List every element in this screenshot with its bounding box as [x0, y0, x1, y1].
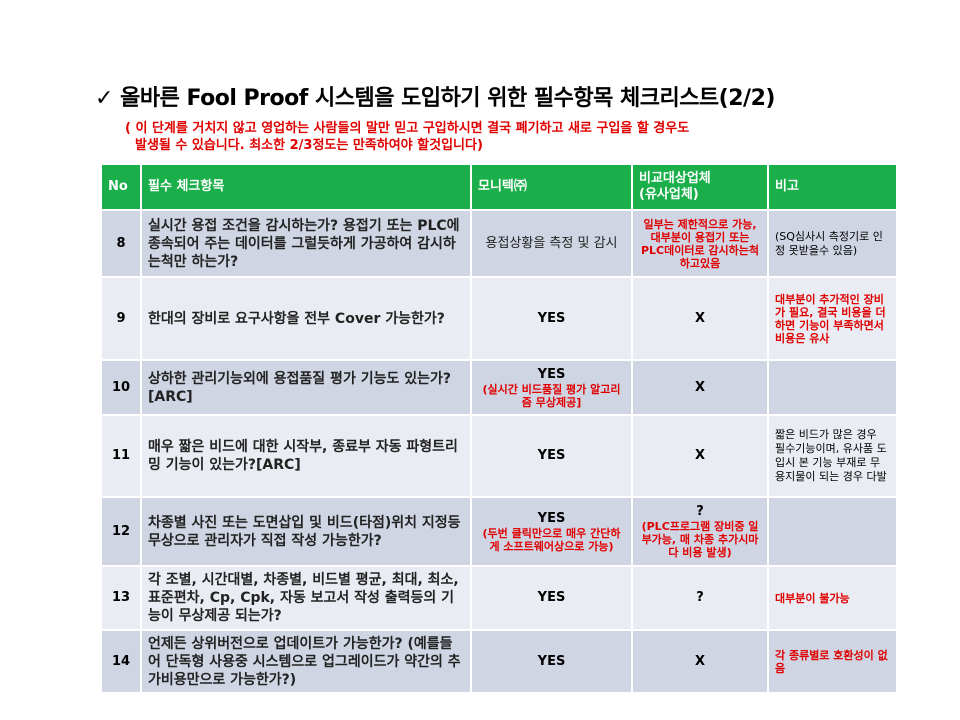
- check-item: 차종별 사진 또는 도면삽입 및 비드(타점)위치 지정등 무상으로 관리자가 …: [140, 496, 472, 567]
- monitech-value: YES (실시간 비드품질 평가 알고리즘 무상제공]: [470, 359, 633, 416]
- monitech-value: YES: [470, 276, 633, 361]
- competitor-note: (PLC프로그램 장비중 일부가능, 매 차종 추가시마다 비용 발생): [641, 520, 759, 559]
- monitech-value: YES: [470, 414, 633, 498]
- table-row: 8 실시간 용접 조건을 감시하는가? 용접기 또는 PLC에 종속되어 주는 데…: [100, 209, 898, 278]
- row-number: 11: [100, 414, 142, 498]
- check-item: 실시간 용접 조건을 감시하는가? 용접기 또는 PLC에 종속되어 주는 데이…: [140, 209, 472, 278]
- table-row: 11 매우 짧은 비드에 대한 시작부, 종료부 자동 파형트리밍 기능이 있는가…: [100, 414, 898, 498]
- checklist-table: No 필수 체크항목 모니텍㈜ 비교대상업체 (유사업체) 비고 8 실시간 용접 조건을…: [100, 163, 898, 694]
- monitech-answer: YES: [537, 448, 566, 463]
- row-number: 14: [100, 629, 142, 694]
- monitech-answer: YES: [537, 653, 566, 669]
- remarks-text: 대부분이 불가능: [775, 591, 850, 605]
- table-row: 9 한대의 장비로 요구사항을 전부 Cover 가능한가? YES X 대부분이 추가…: [100, 276, 898, 361]
- monitech-value: 용접상황을 측정 및 감시: [470, 209, 633, 278]
- monitech-value: YES (두번 클릭만으로 매우 간단하게 소프트웨어상으로 가능): [470, 496, 633, 567]
- header-monitech: 모니텍㈜: [470, 163, 633, 211]
- competitor-answer: X: [694, 448, 706, 463]
- competitor-value: ?: [631, 565, 769, 631]
- check-item: 각 조별, 시간대별, 차종별, 비드별 평균, 최대, 최소, 표준편차, C…: [140, 565, 472, 631]
- competitor-answer: X: [694, 653, 706, 669]
- competitor-value: X: [631, 629, 769, 694]
- monitech-text: 용접상황을 측정 및 감시: [485, 235, 618, 251]
- remarks: [767, 359, 898, 416]
- row-number: 8: [100, 209, 142, 278]
- competitor-answer: ?: [696, 504, 704, 519]
- header-no: No: [100, 163, 142, 211]
- remarks-text: 짧은 비드가 많은 경우 필수기능이며, 유사품 도입시 본 기능 부재로 무용…: [775, 428, 887, 483]
- check-item: 한대의 장비로 요구사항을 전부 Cover 가능한가?: [140, 276, 472, 361]
- competitor-value: X: [631, 414, 769, 498]
- monitech-note: (두번 클릭만으로 매우 간단하게 소프트웨어상으로 가능): [482, 526, 621, 553]
- warning-note: ( 이 단계를 거치지 않고 영업하는 사람들의 말만 믿고 구입하시면 결국 …: [125, 120, 845, 154]
- competitor-answer: X: [694, 379, 706, 395]
- monitech-answer: YES: [537, 590, 566, 605]
- remarks-text: 각 종류별로 호환성이 없음: [775, 648, 888, 675]
- warning-line-1: ( 이 단계를 거치지 않고 영업하는 사람들의 말만 믿고 구입하시면 결국 …: [125, 121, 690, 136]
- remarks-text: 대부분이 추가적인 장비가 필요, 결국 비용을 더하면 기능이 부족하면서 비…: [775, 292, 886, 345]
- competitor-value: 일부는 제한적으로 가능,대부분이 용접기 또는 PLC데이터로 감시하는척 하…: [631, 209, 769, 278]
- row-number: 9: [100, 276, 142, 361]
- competitor-value: ? (PLC프로그램 장비중 일부가능, 매 차종 추가시마다 비용 발생): [631, 496, 769, 567]
- competitor-note: 일부는 제한적으로 가능,대부분이 용접기 또는 PLC데이터로 감시하는척 하…: [640, 217, 760, 270]
- check-item: 언제든 상위버전으로 업데이트가 가능한가? (예를들어 단독형 사용중 시스템…: [140, 629, 472, 694]
- competitor-answer: X: [694, 310, 706, 326]
- check-item: 상하한 관리기능외에 용접품질 평가 기능도 있는가? [ARC]: [140, 359, 472, 416]
- competitor-answer: ?: [696, 590, 704, 605]
- table-row: 13 각 조별, 시간대별, 차종별, 비드별 평균, 최대, 최소, 표준편차,…: [100, 565, 898, 631]
- header-check-item: 필수 체크항목: [140, 163, 472, 211]
- remarks: 짧은 비드가 많은 경우 필수기능이며, 유사품 도입시 본 기능 부재로 무용…: [767, 414, 898, 498]
- header-row: No 필수 체크항목 모니텍㈜ 비교대상업체 (유사업체) 비고: [100, 163, 898, 211]
- table-row: 14 언제든 상위버전으로 업데이트가 가능한가? (예를들어 단독형 사용중 시…: [100, 629, 898, 694]
- monitech-value: YES: [470, 565, 633, 631]
- monitech-note: (실시간 비드품질 평가 알고리즘 무상제공]: [482, 382, 621, 409]
- table-row: 12 차종별 사진 또는 도면삽입 및 비드(타점)위치 지정등 무상으로 관리자…: [100, 496, 898, 567]
- table-row: 10 상하한 관리기능외에 용접품질 평가 기능도 있는가? [ARC] YES (실…: [100, 359, 898, 416]
- remarks: (SQ심사시 측정기로 인정 못받을수 있음): [767, 209, 898, 278]
- monitech-answer: YES: [537, 310, 566, 326]
- row-number: 12: [100, 496, 142, 567]
- competitor-value: X: [631, 359, 769, 416]
- remarks-text: (SQ심사시 측정기로 인정 못받을수 있음): [775, 229, 883, 257]
- monitech-answer: YES: [537, 510, 566, 526]
- row-number: 10: [100, 359, 142, 416]
- row-number: 13: [100, 565, 142, 631]
- remarks: [767, 496, 898, 567]
- header-remarks: 비고: [767, 163, 898, 211]
- slide-title: ✓ 올바른 Fool Proof 시스템을 도입하기 위한 필수항목 체크리스트…: [95, 86, 775, 111]
- warning-line-2: 발생될 수 있습니다. 최소한 2/3정도는 만족하여야 할것입니다): [135, 138, 483, 153]
- check-item: 매우 짧은 비드에 대한 시작부, 종료부 자동 파형트리밍 기능이 있는가?[…: [140, 414, 472, 498]
- monitech-answer: YES: [537, 366, 566, 382]
- header-competitor: 비교대상업체 (유사업체): [631, 163, 769, 211]
- remarks: 대부분이 불가능: [767, 565, 898, 631]
- monitech-value: YES: [470, 629, 633, 694]
- remarks: 각 종류별로 호환성이 없음: [767, 629, 898, 694]
- remarks: 대부분이 추가적인 장비가 필요, 결국 비용을 더하면 기능이 부족하면서 비…: [767, 276, 898, 361]
- competitor-value: X: [631, 276, 769, 361]
